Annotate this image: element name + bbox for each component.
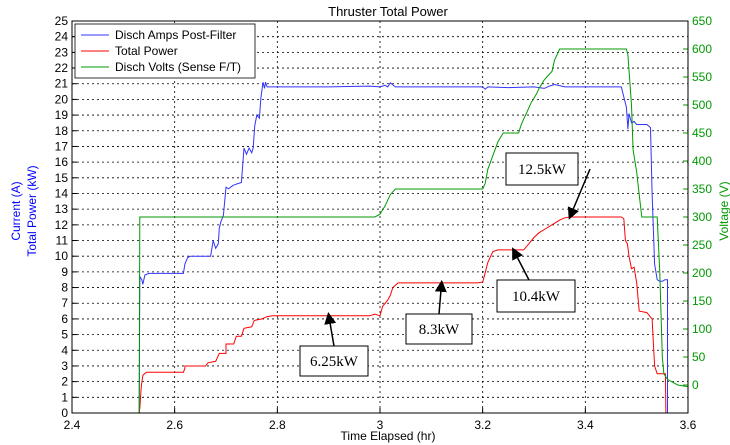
y-tick-label: 12 bbox=[55, 218, 69, 232]
y-tick-label: 1 bbox=[61, 390, 68, 404]
callout-box bbox=[405, 313, 473, 345]
y-tick-label: 2 bbox=[61, 375, 68, 389]
x-tick-label: 3.4 bbox=[577, 418, 594, 432]
callout-label: 10.4kW bbox=[512, 289, 561, 305]
legend-label: Disch Volts (Sense F/T) bbox=[115, 60, 241, 74]
callout-label: 6.25kW bbox=[310, 354, 359, 370]
x-tick-label: 3.6 bbox=[680, 418, 697, 432]
y-tick-label: 21 bbox=[55, 77, 69, 91]
y-tick-label: 19 bbox=[55, 108, 69, 122]
y-tick-label: 22 bbox=[55, 61, 69, 75]
y-right-tick-label: 500 bbox=[692, 98, 712, 112]
y-tick-label: 8 bbox=[61, 281, 68, 295]
y-tick-label: 11 bbox=[56, 234, 69, 248]
plot-frame bbox=[71, 20, 689, 414]
x-tick-label: 3.2 bbox=[474, 418, 491, 432]
y-tick-label: 23 bbox=[55, 45, 69, 59]
y-right-tick-label: 450 bbox=[692, 126, 712, 140]
callout-box bbox=[505, 152, 579, 186]
x-axis-ticks: 2.4 2.6 2.8 3 3.2 3.4 3.6 bbox=[64, 408, 697, 432]
callout-arrow bbox=[434, 279, 447, 315]
y-right-tick-label: 200 bbox=[692, 266, 712, 280]
y-right-tick-label: 250 bbox=[692, 238, 712, 252]
y-tick-label: 6 bbox=[61, 312, 68, 326]
annotations: 6.25kW 8.3kW 10.4kW 12.5kW bbox=[299, 152, 591, 377]
y-left-axis-ticks: 0123456789101112131415161718192021222324… bbox=[55, 14, 77, 420]
legend-label: Disch Amps Post-Filter bbox=[115, 28, 236, 42]
y-tick-label: 17 bbox=[55, 139, 69, 153]
y-right-tick-label: 650 bbox=[692, 14, 712, 28]
callout-label: 8.3kW bbox=[419, 322, 460, 338]
y-axis-label-voltage: Voltage (V) bbox=[717, 181, 730, 240]
callout-box bbox=[496, 279, 576, 313]
callout-label: 12.5kW bbox=[518, 162, 567, 178]
callout-arrow bbox=[512, 247, 530, 281]
y-tick-label: 7 bbox=[61, 296, 68, 310]
y-tick-label: 0 bbox=[61, 406, 68, 420]
y-tick-label: 24 bbox=[55, 30, 69, 44]
y-tick-label: 3 bbox=[61, 359, 68, 373]
y-right-tick-label: 0 bbox=[692, 378, 699, 392]
y-right-tick-label: 350 bbox=[692, 182, 712, 196]
callout-arrow bbox=[324, 312, 337, 347]
chart-title: Thruster Total Power bbox=[328, 4, 448, 19]
y-tick-label: 10 bbox=[55, 249, 69, 263]
y-axis-label-current: Current (A) bbox=[9, 181, 23, 240]
series-line-voltage bbox=[72, 48, 689, 414]
y-tick-label: 16 bbox=[55, 155, 69, 169]
legend-label: Total Power bbox=[115, 44, 178, 58]
y-right-tick-label: 100 bbox=[692, 322, 712, 336]
y-right-tick-label: 400 bbox=[692, 154, 712, 168]
x-tick-label: 2.6 bbox=[166, 418, 183, 432]
callout-arrow bbox=[567, 168, 591, 220]
y-right-tick-label: 50 bbox=[692, 350, 706, 364]
y-right-tick-label: 600 bbox=[692, 42, 712, 56]
y-tick-label: 5 bbox=[61, 328, 68, 342]
y-tick-label: 20 bbox=[55, 92, 69, 106]
y-right-tick-label: 550 bbox=[692, 70, 712, 84]
callout-box bbox=[299, 345, 369, 377]
y-tick-label: 25 bbox=[55, 14, 69, 28]
series-line-current bbox=[72, 82, 688, 414]
y-axis-label-power: Total Power (kW) bbox=[25, 165, 39, 256]
y-right-tick-label: 150 bbox=[692, 294, 712, 308]
legend: Disch Amps Post-Filter Total Power Disch V… bbox=[74, 23, 256, 79]
x-tick-label: 3 bbox=[377, 418, 384, 432]
y-tick-label: 15 bbox=[55, 171, 69, 185]
y-tick-label: 18 bbox=[55, 124, 69, 138]
y-tick-label: 13 bbox=[55, 202, 69, 216]
y-tick-label: 14 bbox=[55, 186, 69, 200]
y-right-tick-label: 300 bbox=[692, 210, 712, 224]
y-tick-label: 4 bbox=[61, 343, 68, 357]
y-tick-label: 9 bbox=[61, 265, 68, 279]
x-axis-label: Time Elapsed (hr) bbox=[341, 429, 436, 443]
y-right-axis-ticks: 0 50 100 150 200 250 300 350 400 450 500 550 600 650 bbox=[683, 14, 712, 392]
x-tick-label: 2.4 bbox=[64, 418, 81, 432]
x-tick-label: 2.8 bbox=[269, 418, 286, 432]
